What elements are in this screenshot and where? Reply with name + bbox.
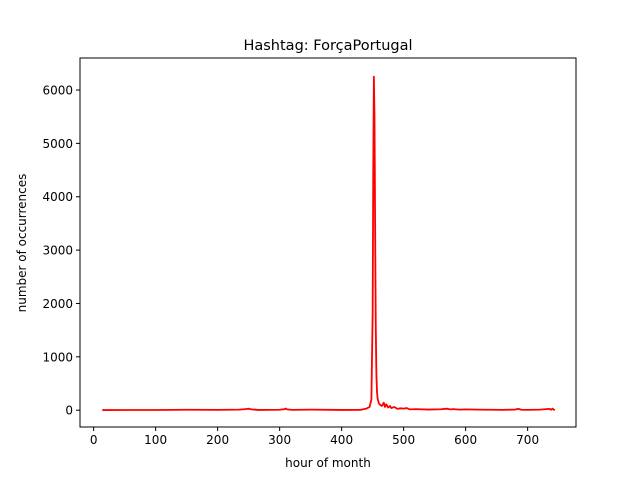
plot-area: [79, 57, 577, 428]
chart-title: Hashtag: ForçaPortugal: [243, 38, 412, 54]
y-tick-label: 0: [65, 404, 73, 418]
x-tick-label: 0: [90, 433, 98, 447]
y-tick-label: 3000: [42, 244, 73, 258]
x-tick-label: 700: [516, 433, 539, 447]
x-tick-label: 400: [330, 433, 353, 447]
x-tick-label: 300: [268, 433, 291, 447]
x-tick-label: 200: [206, 433, 229, 447]
y-axis-label: number of occurrences: [15, 174, 29, 313]
axis-ticks: 0 100 200 300 400 500 600 700 0 1000 2000 3000 4000 5…: [42, 84, 539, 447]
x-axis-label: hour of month: [285, 456, 371, 470]
y-tick-label: 2000: [42, 297, 73, 311]
series-line-0: [102, 75, 556, 411]
x-tick-label: 100: [144, 433, 167, 447]
x-tick-label: 500: [392, 433, 415, 447]
y-tick-label: 4000: [42, 190, 73, 204]
y-tick-label: 1000: [42, 350, 73, 364]
plot-frame: [79, 57, 577, 428]
y-tick-label: 5000: [42, 137, 73, 151]
y-tick-label: 6000: [42, 84, 73, 98]
x-tick-label: 600: [454, 433, 477, 447]
